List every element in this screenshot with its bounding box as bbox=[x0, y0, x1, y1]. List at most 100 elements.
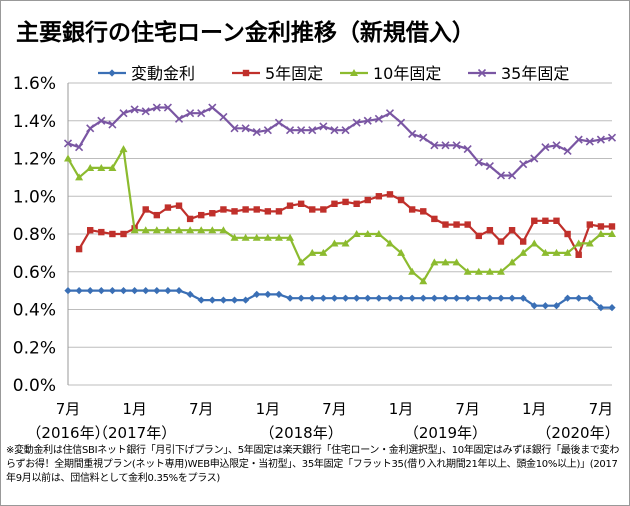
data-point bbox=[109, 230, 116, 238]
data-point bbox=[441, 258, 450, 266]
data-point bbox=[385, 239, 394, 247]
data-point bbox=[552, 248, 561, 256]
data-point bbox=[541, 248, 550, 256]
data-point bbox=[242, 296, 250, 304]
x-year-label: （2018年） bbox=[260, 424, 343, 442]
data-point bbox=[508, 171, 517, 180]
y-tick-label: 1.4% bbox=[13, 112, 56, 132]
series-2 bbox=[75, 191, 616, 258]
data-point bbox=[163, 103, 172, 112]
data-point bbox=[274, 118, 284, 127]
data-point bbox=[408, 129, 417, 139]
data-point bbox=[386, 191, 394, 198]
data-point bbox=[496, 171, 506, 180]
data-point bbox=[375, 193, 383, 200]
data-point bbox=[86, 163, 95, 171]
data-point bbox=[275, 208, 283, 215]
data-point bbox=[330, 239, 339, 247]
data-point bbox=[252, 233, 261, 241]
data-point bbox=[263, 233, 272, 241]
data-point bbox=[75, 245, 83, 253]
data-point bbox=[186, 215, 194, 223]
data-point bbox=[142, 287, 150, 295]
data-point bbox=[585, 239, 594, 247]
data-point bbox=[330, 126, 339, 135]
data-point bbox=[297, 294, 305, 302]
y-tick-label: 0.4% bbox=[13, 301, 56, 321]
data-point bbox=[363, 116, 372, 125]
footnote: ※変動金利は住信SBIネット銀行「月引下げプラン」、5年固定は楽天銀行「住宅ロー… bbox=[6, 445, 620, 484]
data-point bbox=[286, 202, 294, 209]
y-tick-label: 0.0% bbox=[13, 376, 56, 396]
data-point bbox=[86, 287, 94, 295]
data-point bbox=[264, 290, 272, 298]
data-point bbox=[519, 160, 528, 169]
data-point bbox=[508, 227, 516, 234]
data-point bbox=[441, 294, 450, 302]
data-point bbox=[419, 133, 428, 142]
data-point bbox=[330, 294, 339, 302]
x-tick-label: 1月 bbox=[122, 400, 147, 418]
x-tick-label: 7月 bbox=[589, 400, 614, 418]
data-point bbox=[608, 230, 616, 237]
data-point bbox=[341, 239, 350, 247]
data-point bbox=[519, 294, 527, 302]
data-point bbox=[452, 258, 461, 266]
data-point bbox=[430, 294, 438, 302]
data-point bbox=[364, 294, 372, 302]
data-point bbox=[564, 230, 571, 238]
data-point bbox=[574, 239, 583, 247]
data-point bbox=[274, 233, 283, 241]
data-point bbox=[497, 294, 505, 302]
series-3 bbox=[64, 145, 616, 285]
data-point bbox=[553, 217, 560, 224]
data-point bbox=[186, 290, 194, 298]
data-point bbox=[574, 135, 583, 144]
series-line bbox=[67, 148, 612, 283]
data-point bbox=[477, 68, 487, 78]
data-point bbox=[364, 196, 371, 204]
data-point bbox=[163, 226, 172, 234]
y-tick-label: 0.8% bbox=[13, 225, 56, 245]
legend-label: 変動金利 bbox=[131, 64, 195, 83]
x-year-label: （2016年） bbox=[26, 424, 109, 442]
legend-label: 5年固定 bbox=[265, 64, 323, 83]
data-point bbox=[297, 200, 305, 207]
data-point bbox=[198, 211, 205, 219]
data-point bbox=[308, 294, 316, 302]
data-point bbox=[108, 287, 117, 295]
data-point bbox=[542, 217, 549, 224]
data-point bbox=[519, 248, 528, 256]
data-point bbox=[352, 118, 361, 127]
data-point bbox=[297, 258, 306, 266]
data-point bbox=[608, 223, 616, 230]
data-point bbox=[453, 221, 460, 228]
data-point bbox=[463, 267, 472, 275]
data-point bbox=[152, 226, 161, 234]
data-point bbox=[208, 226, 217, 234]
data-point bbox=[241, 124, 250, 133]
data-point bbox=[131, 287, 139, 295]
x-tick-label: 7月 bbox=[322, 400, 347, 418]
data-point bbox=[64, 154, 72, 162]
data-point bbox=[486, 294, 494, 302]
data-point bbox=[331, 200, 338, 207]
data-point bbox=[408, 267, 417, 275]
data-point bbox=[108, 120, 117, 129]
y-axis: 0.0% 0.2% 0.4% 0.6% 0.8% 1.0% 1.2% 1.4% 1.6% bbox=[13, 74, 612, 396]
data-point bbox=[230, 296, 239, 304]
data-point bbox=[386, 294, 394, 302]
data-point bbox=[64, 287, 72, 295]
data-point bbox=[219, 112, 228, 122]
x-tick-label: 1月 bbox=[389, 400, 414, 418]
data-point bbox=[219, 226, 228, 234]
y-tick-label: 0.6% bbox=[13, 263, 56, 283]
data-point bbox=[563, 294, 572, 302]
data-point bbox=[308, 248, 317, 256]
data-point bbox=[197, 109, 206, 118]
rate-chart: 主要銀行の住宅ローン金利推移（新規借入） 変動金利 5年固定 10年固定 35年固定 … bbox=[13, 19, 620, 442]
x-tick-label: 7月 bbox=[189, 400, 214, 418]
data-point bbox=[119, 109, 128, 118]
data-point bbox=[452, 141, 461, 150]
data-point bbox=[97, 287, 105, 295]
